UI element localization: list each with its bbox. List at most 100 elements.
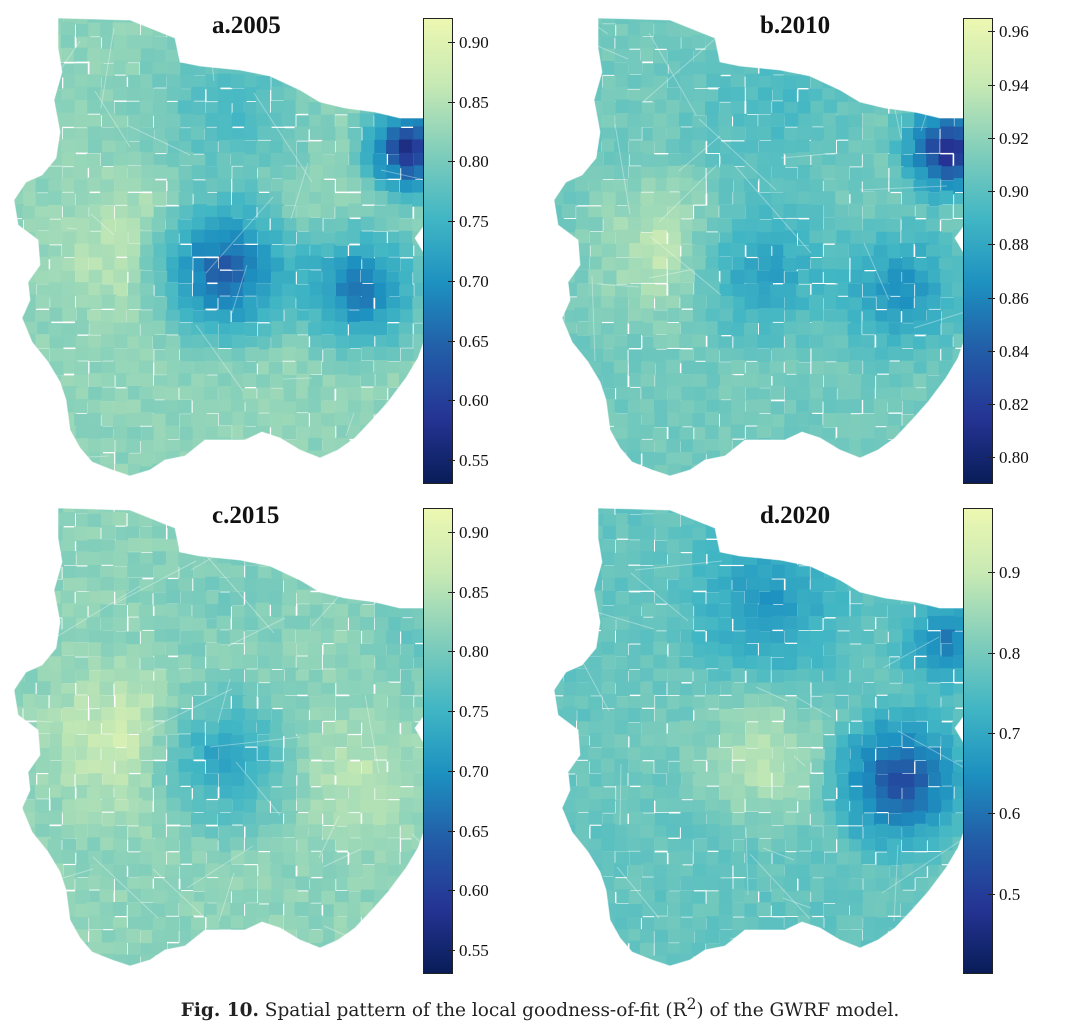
map-cell — [309, 576, 323, 591]
map-cell — [372, 451, 387, 466]
map-cell — [823, 203, 838, 218]
tick-label: 0.90 — [459, 32, 489, 52]
map-cell — [785, 837, 800, 852]
map-cell — [769, 152, 784, 167]
map-cell — [796, 74, 811, 88]
map-cell — [912, 810, 927, 825]
map-cell — [335, 720, 350, 735]
map-cell — [771, 888, 786, 903]
map-cell — [270, 152, 285, 167]
map-cell — [743, 643, 758, 658]
map-cell — [296, 115, 311, 130]
map-cell — [554, 616, 565, 631]
map-cell — [901, 22, 916, 37]
map-cell — [562, 61, 577, 75]
map-cell — [940, 524, 955, 539]
map-cell — [203, 451, 218, 466]
map-cell — [706, 851, 721, 866]
map-cell — [784, 864, 799, 879]
road-line — [186, 845, 254, 889]
map-cell — [705, 153, 720, 168]
map-cell — [705, 18, 719, 26]
map-cell — [268, 928, 283, 943]
map-cell — [576, 335, 591, 350]
map-cell — [22, 644, 37, 659]
map-cell — [554, 114, 566, 129]
map-cell — [900, 283, 915, 298]
map-cell — [850, 800, 865, 815]
map-cell — [668, 508, 682, 514]
map-cell — [206, 642, 221, 657]
map-cell — [554, 153, 564, 168]
map-cell — [847, 323, 862, 338]
map-cell — [297, 734, 312, 749]
map-cell — [588, 656, 603, 671]
map-cell — [179, 128, 193, 143]
map-cell — [400, 876, 415, 891]
map-cell — [255, 811, 270, 826]
map-cell — [554, 320, 565, 335]
map-cell — [87, 733, 102, 748]
map-cell — [229, 438, 244, 453]
map-cell — [627, 823, 642, 838]
map-cell — [374, 414, 389, 429]
map-cell — [62, 838, 77, 853]
map-cell — [14, 37, 26, 51]
map-cell — [361, 61, 376, 76]
road-line — [364, 694, 380, 774]
map-cell — [335, 21, 350, 36]
map-cell — [783, 48, 798, 63]
map-cell — [835, 643, 850, 658]
map-cell — [901, 812, 916, 827]
map-cell — [588, 810, 603, 825]
map-cell — [901, 87, 916, 101]
map-cell — [837, 321, 852, 336]
map-cell — [115, 205, 129, 220]
map-cell — [590, 825, 605, 840]
map-cell — [385, 720, 400, 735]
map-cell — [862, 552, 877, 567]
map-cell — [914, 550, 929, 565]
map-cell — [373, 308, 388, 323]
map-cell — [257, 720, 271, 734]
map-cell — [387, 696, 402, 711]
map-cell — [165, 425, 180, 440]
tick-label: 0.84 — [999, 341, 1029, 361]
map-cell — [693, 74, 708, 89]
map-cell — [574, 50, 589, 64]
map-cell — [589, 877, 604, 892]
map-cells — [554, 18, 982, 476]
map-cell — [348, 863, 363, 878]
map-cell — [744, 890, 758, 905]
map-cell — [692, 440, 707, 454]
map-cell — [899, 18, 914, 25]
map-cell — [335, 206, 350, 221]
map-cell — [784, 218, 799, 233]
map-cell — [887, 825, 902, 840]
map-cell — [691, 464, 706, 476]
map-cell — [563, 695, 578, 710]
map-cell — [706, 73, 721, 88]
map-cell — [152, 309, 167, 324]
map-cell — [914, 787, 929, 801]
map-cell — [653, 113, 668, 128]
map-cell — [757, 813, 772, 828]
map-cell — [22, 837, 37, 852]
map-cell — [308, 480, 322, 491]
map-cell — [400, 398, 415, 413]
map-cell — [179, 179, 194, 194]
map-cell — [140, 216, 154, 231]
map-cell — [627, 114, 642, 129]
map-cell — [320, 180, 335, 194]
map-cell — [191, 296, 206, 311]
map-cell — [733, 180, 748, 195]
map-cell — [681, 812, 696, 827]
map-cell — [269, 412, 284, 427]
tick-label: 0.55 — [459, 451, 489, 471]
map-cell — [554, 373, 563, 388]
map-cell — [112, 865, 127, 879]
map-cell — [822, 256, 836, 271]
map-cell — [808, 668, 823, 683]
map-cell — [587, 552, 602, 566]
map-cell — [940, 551, 955, 566]
